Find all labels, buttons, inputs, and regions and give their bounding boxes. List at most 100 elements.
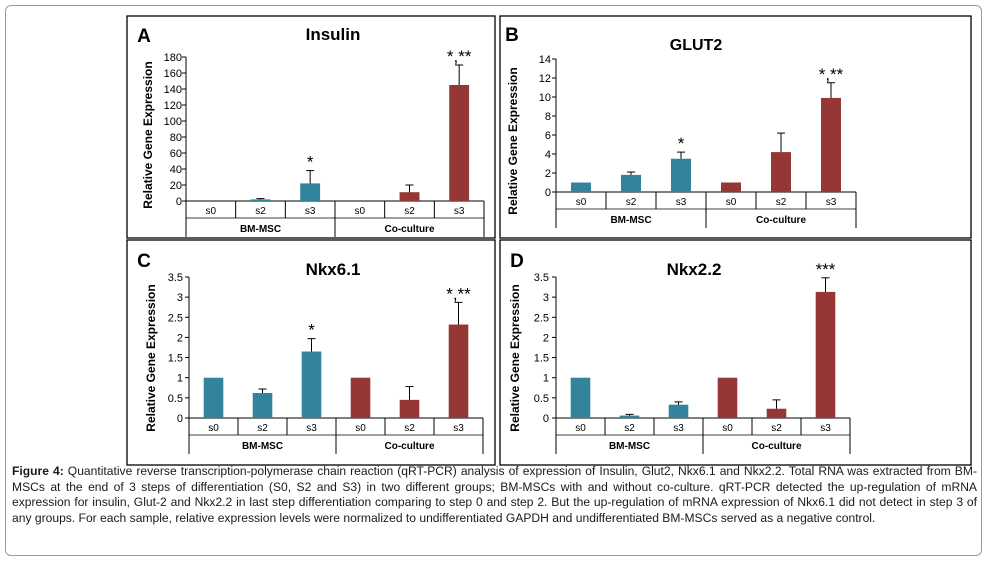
y-tick-label: 1 [543,373,549,385]
bar [399,192,420,201]
group-label: Co-culture [385,441,435,452]
y-tick-label: 0.5 [168,393,183,405]
caption-label: Figure 4: [12,464,64,478]
chart-title: Nkx2.2 [667,260,722,279]
panel-border [499,15,972,239]
bar [252,393,273,418]
x-tick-label: s2 [626,197,637,208]
y-tick-label: 0 [176,196,182,208]
group-label: Co-culture [385,224,435,235]
y-tick-label: 14 [539,54,551,66]
bar [300,183,321,201]
x-tick-label: s2 [257,423,268,434]
y-tick-label: 3 [543,292,549,304]
bar [766,408,787,418]
bar [619,415,640,418]
significance-label: *,** [447,47,472,66]
x-tick-label: s3 [454,206,465,217]
x-tick-label: s3 [826,197,837,208]
group-label: BM-MSC [242,441,283,452]
x-tick-label: s3 [305,206,316,217]
group-label: BM-MSC [610,215,651,226]
x-tick-label: s2 [771,423,782,434]
bar [350,377,371,418]
y-tick-label: 0 [545,187,551,199]
x-tick-label: s2 [776,197,787,208]
significance-label: * [308,321,315,340]
y-tick-label: 1.5 [168,353,183,365]
x-tick-label: s2 [255,206,266,217]
significance-label: *,** [819,65,844,84]
panel-letter: B [505,25,519,46]
y-tick-label: 160 [164,68,182,80]
x-tick-label: s0 [576,197,587,208]
y-axis-label: Relative Gene Expression [144,284,158,431]
y-tick-label: 0 [543,413,549,425]
y-tick-label: 4 [545,149,551,161]
bar [301,351,322,418]
y-tick-label: 100 [164,116,182,128]
y-tick-label: 0.5 [534,393,549,405]
bar [449,85,470,201]
y-tick-label: 40 [170,164,182,176]
y-tick-label: 2.5 [168,312,183,324]
group-label: BM-MSC [240,224,281,235]
panel-letter: D [510,251,524,272]
bar [570,377,591,418]
y-tick-label: 80 [170,132,182,144]
group-label: Co-culture [756,215,806,226]
bar [815,291,836,418]
x-tick-label: s2 [404,423,415,434]
chart-panel-d: D Nkx2.2 Relative Gene Expression 0 0.5 1 1.5 2… [499,239,972,466]
x-tick-label: s0 [726,197,737,208]
y-tick-label: 10 [539,92,551,104]
chart-title: Nkx6.1 [306,260,361,279]
x-tick-label: s0 [575,423,586,434]
x-tick-label: s3 [820,423,831,434]
y-axis-label: Relative Gene Expression [506,67,520,214]
panel-letter: C [137,251,151,272]
significance-label: * [307,153,314,172]
group-label: Co-culture [752,441,802,452]
significance-label: * [678,134,685,153]
y-tick-label: 1 [177,373,183,385]
group-label: BM-MSC [609,441,650,452]
panel-letter: A [137,26,151,47]
y-tick-label: 140 [164,84,182,96]
chart-panel-a: A Insulin Relative Gene Expression 0 20 40 60 8… [126,15,496,239]
x-tick-label: s3 [676,197,687,208]
y-tick-label: 2.5 [534,312,549,324]
bar [668,404,689,418]
chart-panel-c: C Nkx6.1 Relative Gene Expression 0 0.5 1 1.5 2… [126,239,496,466]
x-tick-label: s2 [404,206,415,217]
bar [399,399,420,418]
x-tick-label: s0 [208,423,219,434]
x-tick-label: s3 [673,423,684,434]
x-tick-label: s0 [722,423,733,434]
panel-border [126,239,496,466]
y-tick-label: 2 [545,168,551,180]
y-tick-label: 3 [177,292,183,304]
y-tick-label: 1.5 [534,353,549,365]
y-tick-label: 2 [543,332,549,344]
y-tick-label: 3.5 [534,272,549,284]
y-tick-label: 0 [177,413,183,425]
y-tick-label: 20 [170,180,182,192]
bar [571,182,591,192]
significance-label: *** [816,260,836,279]
chart-title: GLUT2 [670,37,723,54]
x-tick-label: s0 [355,206,366,217]
x-tick-label: s2 [624,423,635,434]
y-tick-label: 2 [177,332,183,344]
y-tick-label: 6 [545,130,551,142]
x-tick-label: s3 [306,423,317,434]
y-tick-label: 12 [539,73,551,85]
bar [621,174,641,192]
y-tick-label: 8 [545,111,551,123]
chart-title: Insulin [306,25,361,44]
chart-panel-b: B GLUT2 Relative Gene Expression 0 2 4 6 8 10 12 1… [499,15,972,239]
bar [250,199,271,201]
y-tick-label: 3.5 [168,272,183,284]
y-tick-label: 180 [164,52,182,64]
